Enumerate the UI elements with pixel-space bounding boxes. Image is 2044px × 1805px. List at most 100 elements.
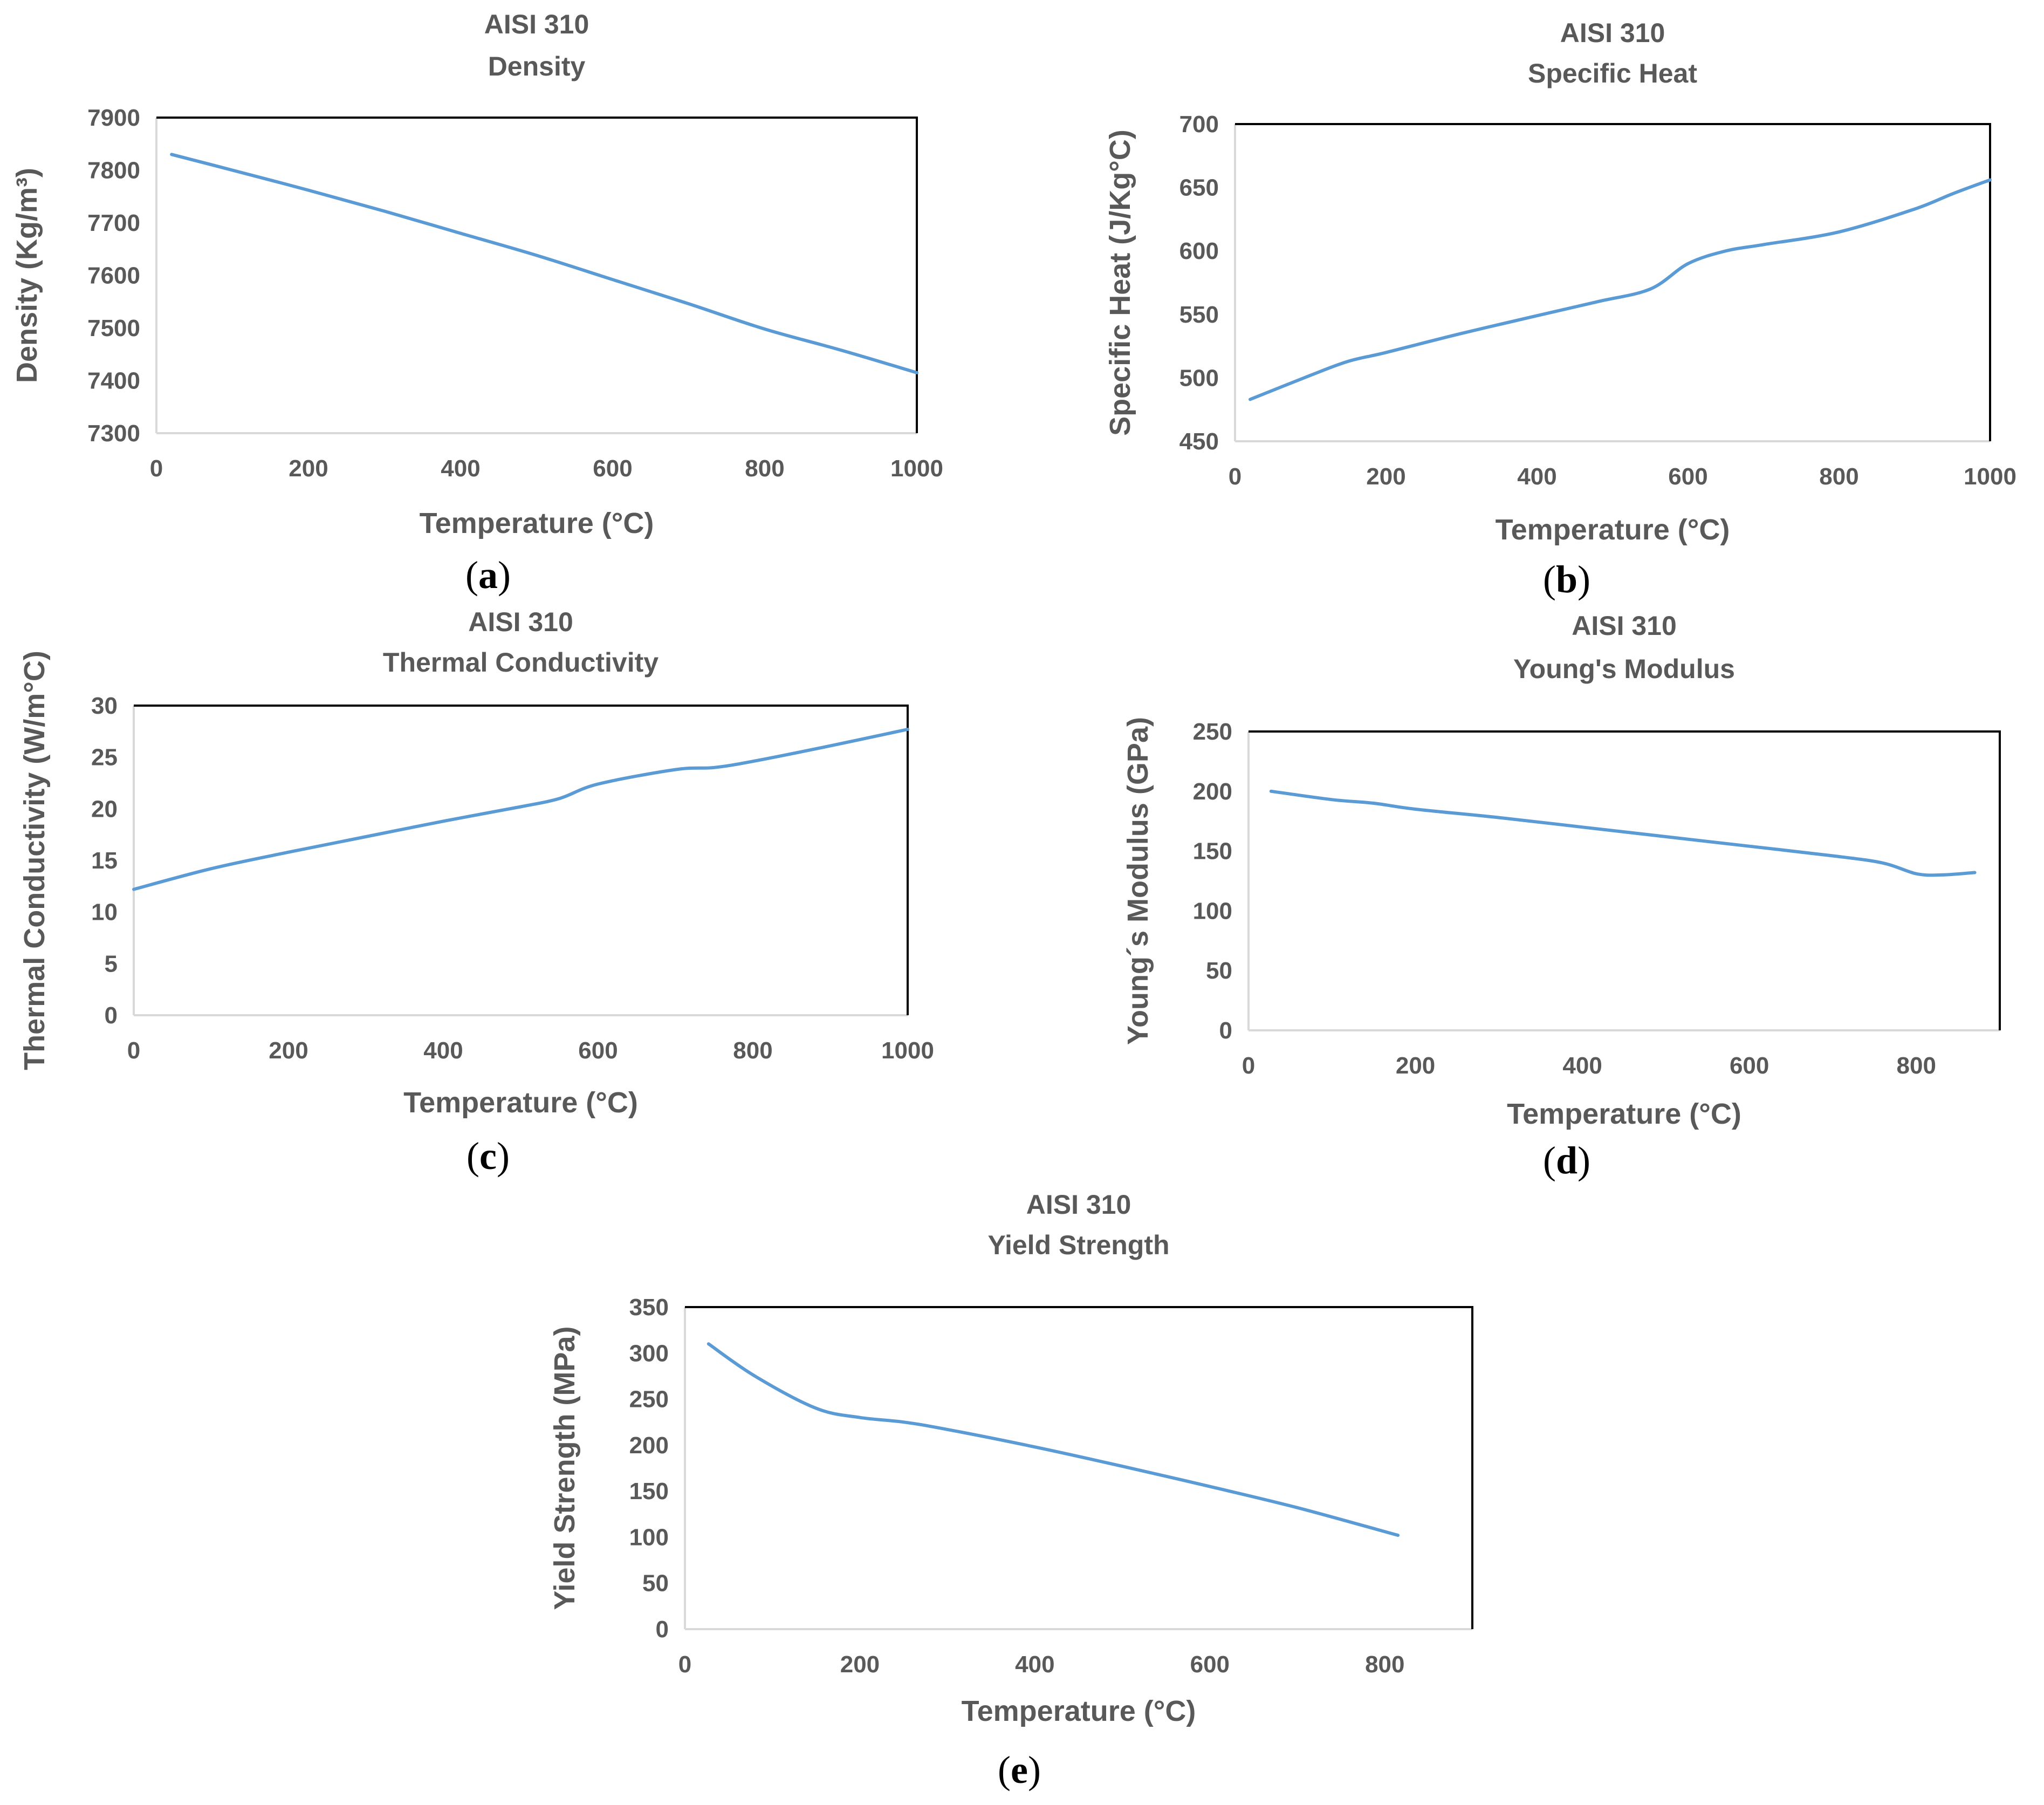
panel-d-youngs-modulus: AISI 310 Young's Modulus 0 200 400 600 800 0 50 1…	[1122, 611, 2001, 1182]
chart-title-line-1: AISI 310	[1026, 1189, 1131, 1220]
y-tick-label: 500	[1179, 365, 1219, 391]
y-tick-label: 250	[1193, 719, 1232, 745]
panel-caption-letter: e	[1011, 1748, 1028, 1792]
x-axis-label: Temperature (°C)	[420, 507, 654, 539]
x-tick-label: 200	[1396, 1052, 1435, 1079]
x-axis-label: Temperature (°C)	[962, 1695, 1196, 1727]
panel-caption-letter: c	[479, 1134, 497, 1178]
y-axis-label: Yield Strength (MPa)	[548, 1326, 581, 1610]
chart-title-line-2: Yield Strength	[987, 1230, 1169, 1260]
x-tick-label: 400	[1562, 1052, 1602, 1079]
plot-frame	[156, 117, 918, 433]
x-tick-label: 0	[150, 455, 163, 482]
x-tick-label: 600	[578, 1037, 618, 1064]
y-tick-label: 7300	[87, 420, 140, 447]
y-axis-label: Thermal Conductivity (W/m°C)	[18, 651, 51, 1070]
y-tick-label: 200	[629, 1432, 669, 1459]
y-tick-label: 20	[91, 796, 118, 822]
x-tick-label: 200	[269, 1037, 308, 1064]
x-tick-label: 0	[127, 1037, 140, 1064]
x-tick-label: 800	[1365, 1651, 1404, 1678]
y-tick-label: 250	[629, 1386, 669, 1413]
x-tick-label: 1000	[1964, 463, 2016, 490]
y-tick-label: 650	[1179, 175, 1219, 201]
panel-caption: (a)	[465, 553, 511, 597]
y-tick-label: 350	[629, 1294, 669, 1321]
y-tick-label: 7700	[87, 210, 140, 236]
y-tick-label: 0	[105, 1002, 118, 1029]
x-tick-label: 0	[678, 1651, 691, 1678]
y-tick-label: 50	[1206, 958, 1232, 984]
panel-caption: (c)	[467, 1134, 510, 1178]
y-tick-label: 700	[1179, 111, 1219, 138]
y-axis-label: Specific Heat (J/Kg°C)	[1104, 129, 1136, 436]
x-tick-label: 800	[745, 455, 784, 482]
chart-title-line-2: Thermal Conductivity	[383, 647, 659, 678]
chart-title-line-2: Young's Modulus	[1513, 654, 1735, 684]
y-tick-label: 50	[642, 1570, 669, 1597]
y-tick-label: 450	[1179, 428, 1219, 455]
series-line	[170, 153, 918, 374]
panel-caption-letter: a	[478, 553, 498, 597]
x-tick-label: 200	[289, 455, 328, 482]
y-tick-label: 7500	[87, 315, 140, 341]
x-tick-label: 800	[1819, 463, 1858, 490]
panel-b-specific-heat: AISI 310 Specific Heat 0 200 400 600 800 1000 45…	[1104, 18, 2016, 601]
plot-frame	[1249, 730, 2001, 1030]
chart-title-line-1: AISI 310	[1572, 611, 1677, 641]
x-tick-label: 400	[1517, 463, 1556, 490]
y-tick-label: 7600	[87, 263, 140, 289]
x-axis-label: Temperature (°C)	[1507, 1098, 1741, 1130]
x-tick-label: 600	[1668, 463, 1707, 490]
series-line	[1249, 178, 1992, 401]
panel-e-yield-strength: AISI 310 Yield Strength 0 200 400 600 800 0 50 10…	[548, 1189, 1473, 1792]
chart-title-line-1: AISI 310	[468, 607, 573, 637]
x-axis-label: Temperature (°C)	[403, 1086, 638, 1119]
plot-frame	[1235, 123, 1991, 441]
y-tick-label: 100	[1193, 898, 1232, 924]
y-tick-label: 0	[656, 1616, 669, 1643]
y-tick-label: 150	[629, 1478, 669, 1505]
panel-caption: (d)	[1543, 1139, 1590, 1182]
plot-frame	[685, 1306, 1473, 1629]
plot-frame	[134, 705, 909, 1015]
x-tick-label: 600	[1730, 1052, 1769, 1079]
x-tick-label: 1000	[890, 455, 943, 482]
chart-title-line-2: Density	[488, 51, 586, 81]
chart-title-line-2: Specific Heat	[1528, 58, 1697, 88]
y-tick-label: 25	[91, 744, 118, 771]
panel-caption-letter: d	[1556, 1139, 1577, 1182]
x-tick-label: 400	[1015, 1651, 1054, 1678]
y-tick-label: 30	[91, 693, 118, 719]
x-axis-label: Temperature (°C)	[1496, 514, 1730, 546]
y-tick-label: 200	[1193, 778, 1232, 805]
series-line	[1269, 789, 1977, 877]
x-tick-label: 200	[840, 1651, 880, 1678]
y-tick-label: 600	[1179, 238, 1219, 264]
y-tick-label: 300	[629, 1340, 669, 1366]
panel-caption: (e)	[998, 1748, 1041, 1792]
x-tick-label: 0	[1229, 463, 1242, 490]
x-tick-label: 600	[593, 455, 632, 482]
x-tick-label: 600	[1190, 1651, 1230, 1678]
y-axis-label: Young´s Modulus (GPa)	[1122, 717, 1154, 1045]
x-tick-label: 200	[1366, 463, 1405, 490]
y-axis-label: Density (Kg/m³)	[11, 168, 43, 383]
y-tick-label: 550	[1179, 302, 1219, 328]
x-tick-label: 800	[1897, 1052, 1936, 1079]
y-tick-label: 10	[91, 899, 118, 926]
x-tick-label: 800	[733, 1037, 772, 1064]
x-tick-label: 1000	[881, 1037, 934, 1064]
chart-title-line-1: AISI 310	[1560, 18, 1665, 48]
series-line	[707, 1342, 1400, 1537]
y-tick-label: 5	[105, 951, 118, 977]
y-tick-label: 0	[1219, 1017, 1232, 1044]
x-tick-label: 400	[441, 455, 480, 482]
series-line	[132, 728, 909, 891]
chart-title-line-1: AISI 310	[484, 9, 589, 39]
panel-caption: (b)	[1543, 558, 1590, 601]
panel-caption-letter: b	[1556, 558, 1577, 601]
panel-a-density: AISI 310 Density 0 200 400 600 800 1000 7300 7400…	[11, 9, 943, 597]
